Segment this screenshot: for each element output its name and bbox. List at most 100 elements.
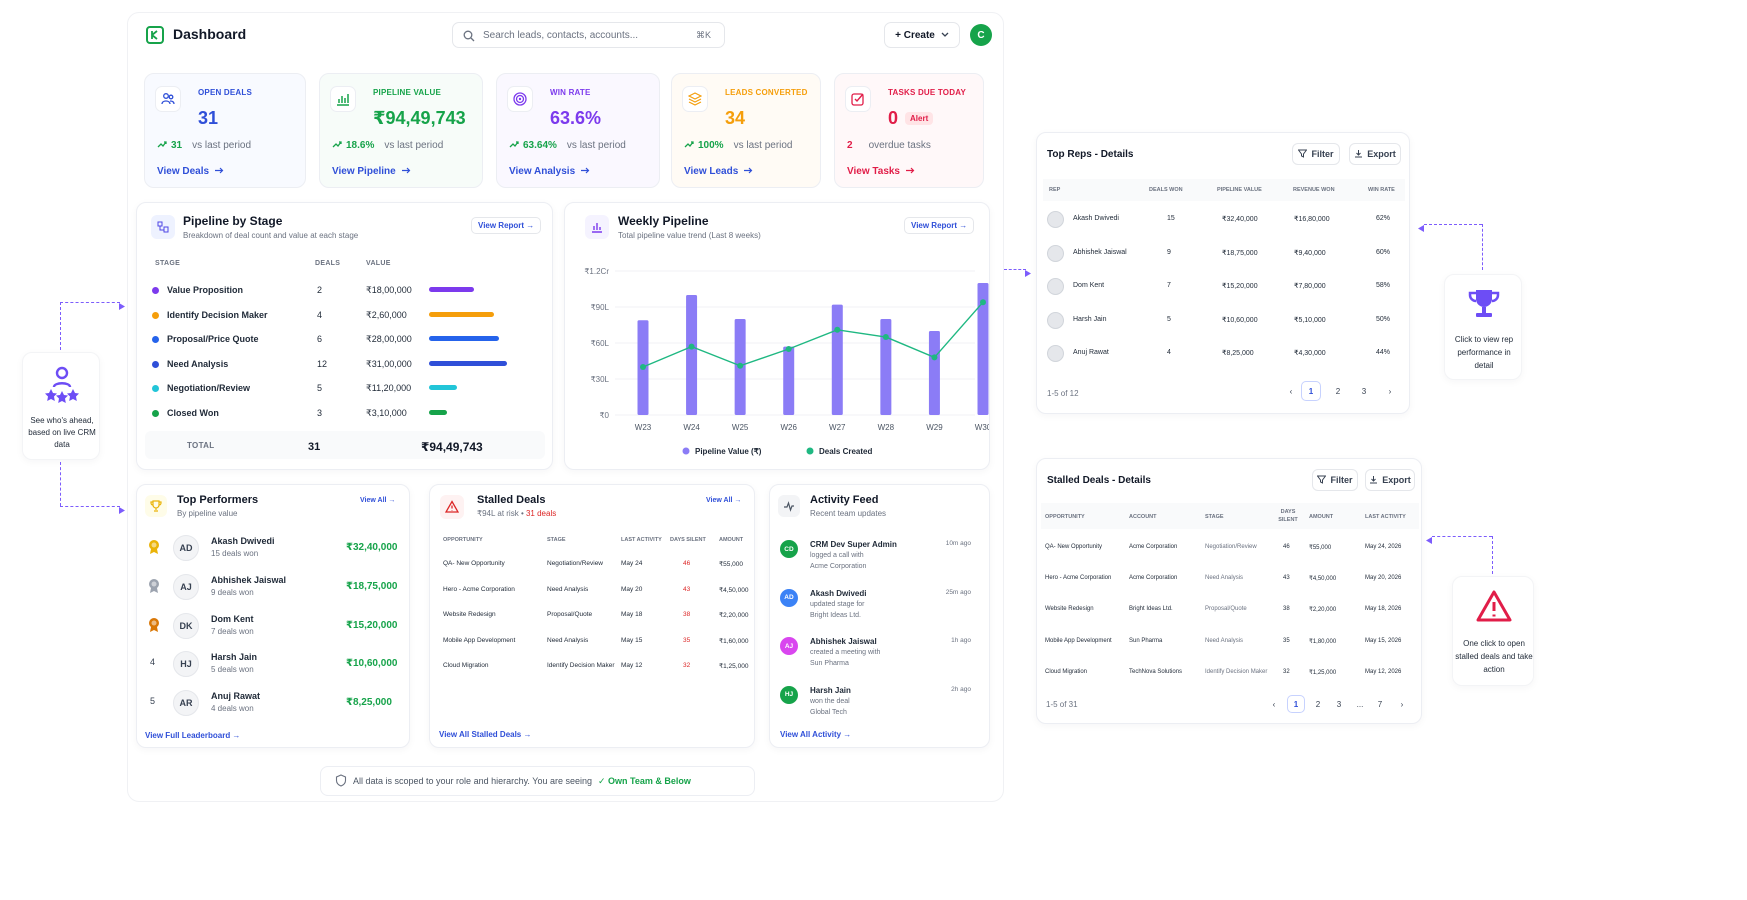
filter-icon <box>1297 149 1308 160</box>
reps-callout-connector-v <box>1482 224 1483 270</box>
pipeline-view-report-button[interactable]: View Report → <box>471 217 542 234</box>
stalled-last-activity: May 20 <box>621 585 643 593</box>
sd-amount: ₹4,50,000 <box>1309 576 1337 583</box>
pagination-page[interactable]: 7 <box>1377 699 1383 709</box>
stage-deals: 12 <box>317 358 328 369</box>
kpi-view-link[interactable]: View Leads <box>684 166 753 177</box>
pagination-page[interactable]: 2 <box>1315 699 1321 709</box>
rep-name: Dom Kent <box>1073 282 1105 289</box>
activity-target: Bright Ideas Ltd. <box>810 611 861 619</box>
weekly-subtitle: Total pipeline value trend (Last 8 weeks… <box>618 231 761 240</box>
deals-created-point <box>640 364 646 370</box>
kpi-card: LEADS CONVERTED 34 100% vs last period View … <box>671 73 821 188</box>
kpi-view-link[interactable]: View Analysis <box>509 166 590 177</box>
performer-name: Akash Dwivedi <box>211 536 275 546</box>
stalled-details-col-header: DAYS SILENT <box>1278 509 1298 523</box>
top-performers-title: Top Performers <box>177 494 259 506</box>
create-button[interactable]: + Create <box>884 22 960 48</box>
pipeline-icon <box>151 215 175 239</box>
activity-time: 1h ago <box>951 637 971 644</box>
reps-range: 1-5 of 12 <box>1047 389 1079 398</box>
reps-filter-button[interactable]: Filter <box>1292 143 1340 165</box>
activity-action: updated stage for <box>810 600 865 608</box>
view-all-stalled-link[interactable]: View All Stalled Deals → <box>439 730 532 739</box>
stage-dot <box>152 410 159 417</box>
top-performers-view-all[interactable]: View All → <box>360 497 396 504</box>
kpi-card: WIN RATE 63.6% 63.64% vs last period View An… <box>496 73 660 188</box>
stage-deals: 6 <box>317 334 323 345</box>
arrow-right-icon <box>1024 265 1033 283</box>
y-tick-label: ₹0 <box>599 411 609 420</box>
pagination-page[interactable]: 1 <box>1301 381 1321 401</box>
stalled-last-activity: May 15 <box>621 636 643 644</box>
stalled-last-activity: May 12 <box>621 662 643 669</box>
stage-name: Closed Won <box>167 408 219 418</box>
kpi-view-link-label: View Deals <box>157 166 210 177</box>
view-all-activity-link[interactable]: View All Activity → <box>780 730 852 739</box>
stage-value: ₹2,60,000 <box>366 309 407 320</box>
pagination-page[interactable]: › <box>1400 699 1404 709</box>
kpi-view-link[interactable]: View Pipeline <box>332 166 411 177</box>
stalled-filter-button[interactable]: Filter <box>1312 469 1358 491</box>
x-tick-label: W24 <box>683 423 700 432</box>
avatar[interactable]: C <box>970 24 992 46</box>
arrow-right-icon <box>581 166 590 177</box>
rep-pipeline-value: ₹18,75,000 <box>1222 249 1258 257</box>
pagination-page[interactable]: › <box>1388 386 1392 396</box>
kpi-view-link[interactable]: View Deals <box>157 166 224 177</box>
arrow-left-icon <box>1416 220 1425 238</box>
stalled-opportunity: Cloud Migration <box>443 662 489 669</box>
reps-col-header: REVENUE WON <box>1293 187 1335 193</box>
rep-avatar <box>1047 345 1064 362</box>
activity-target: Global Tech <box>810 708 847 716</box>
y-tick-label: ₹60L <box>591 339 610 348</box>
stalled-days-silent: 32 <box>683 662 691 669</box>
reps-export-button[interactable]: Export <box>1349 143 1401 165</box>
stalled-details-col-header: OPPORTUNITY <box>1045 514 1085 520</box>
avatar: HJ <box>173 651 199 678</box>
rep-pipeline-value: ₹32,40,000 <box>1222 216 1258 223</box>
activity-name: Akash Dwivedi <box>810 588 867 598</box>
pagination-page[interactable]: ... <box>1356 699 1364 709</box>
filter-icon <box>1316 475 1327 486</box>
stalled-view-all[interactable]: View All → <box>706 497 742 504</box>
kpi-card: PIPELINE VALUE ₹94,49,743 18.6% vs last per… <box>319 73 483 188</box>
kpi-delta-text: vs last period <box>192 140 252 151</box>
pagination-page[interactable]: ‹ <box>1289 386 1293 396</box>
scope-note: All data is scoped to your role and hier… <box>320 766 755 796</box>
trend-up-icon <box>332 140 342 151</box>
performer-name: Abhishek Jaiswal <box>211 574 287 585</box>
stalled-col-header: LAST ACTIVITY <box>621 537 662 543</box>
stalled-deals-card: Stalled Deals ₹94L at risk • 31 deals Vi… <box>429 484 755 748</box>
pagination-page[interactable]: 2 <box>1335 386 1341 396</box>
sd-last-activity: May 15, 2026 <box>1365 637 1402 644</box>
pagination-page[interactable]: 3 <box>1336 699 1342 709</box>
reps-header-row <box>1043 179 1405 201</box>
scope-note-text: All data is scoped to your role and hier… <box>353 776 592 786</box>
stage-name: Negotiation/Review <box>167 383 251 394</box>
stage-name: Value Proposition <box>167 285 244 295</box>
arrow-right-icon <box>215 166 224 177</box>
kpi-delta: 18.6% <box>346 140 375 151</box>
rep-deals-won: 7 <box>1167 282 1171 289</box>
deals-created-point <box>737 362 744 369</box>
sd-last-activity: May 24, 2026 <box>1365 544 1402 550</box>
view-full-leaderboard-link[interactable]: View Full Leaderboard → <box>145 731 241 740</box>
pagination-page[interactable]: 1 <box>1287 695 1305 713</box>
sd-last-activity: May 12, 2026 <box>1365 668 1402 675</box>
sd-opportunity: QA- New Opportunity <box>1045 544 1103 550</box>
weekly-view-report-button[interactable]: View Report → <box>904 217 975 234</box>
stalled-export-button[interactable]: Export <box>1365 469 1415 491</box>
trend-up-icon <box>509 140 519 151</box>
stalled-amount: ₹4,50,000 <box>719 586 749 594</box>
kpi-label: TASKS DUE TODAY <box>888 88 966 97</box>
pagination-page[interactable]: ‹ <box>1272 699 1276 709</box>
pagination-page[interactable]: 3 <box>1361 386 1367 396</box>
performer-deals: 15 deals won <box>211 549 259 558</box>
stalled-callout: One click to open stalled deals and take… <box>1452 576 1534 686</box>
stage-dot <box>152 287 159 294</box>
kpi-view-link[interactable]: View Tasks <box>847 166 915 177</box>
kpi-card: OPEN DEALS 31 31 vs last period View Deals <box>144 73 306 188</box>
search-input[interactable]: Search leads, contacts, accounts... ⌘K <box>452 22 725 48</box>
rep-name: Akash Dwivedi <box>1073 215 1119 222</box>
